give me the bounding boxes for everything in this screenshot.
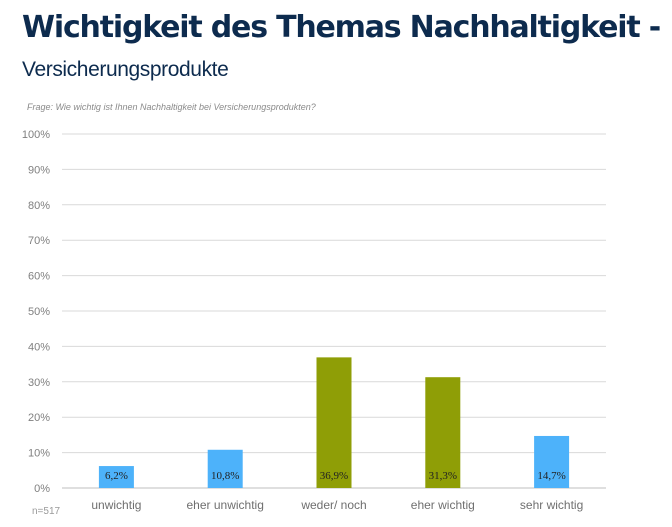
- y-tick-label: 80%: [28, 200, 50, 212]
- sample-size: n=517: [32, 506, 61, 517]
- y-tick-label: 50%: [28, 306, 50, 318]
- y-tick-label: 10%: [28, 448, 50, 460]
- y-tick-label: 60%: [28, 271, 50, 283]
- y-tick-label: 70%: [28, 235, 50, 247]
- bar: [425, 377, 461, 488]
- survey-question: Frage: Wie wichtig ist Ihnen Nachhaltigk…: [27, 102, 316, 112]
- bar: [207, 449, 243, 488]
- data-label: 14,7%: [537, 470, 565, 482]
- chart-subtitle: Versicherungsprodukte: [22, 58, 229, 81]
- bars: [98, 357, 570, 488]
- y-tick-label: 20%: [28, 412, 50, 424]
- data-label: 36,9%: [320, 470, 348, 482]
- bar: [534, 435, 570, 488]
- y-tick-label: 40%: [28, 341, 50, 353]
- category-label: weder/ noch: [300, 498, 366, 512]
- category-label: unwichtig: [91, 498, 141, 512]
- y-tick-label: 30%: [28, 377, 50, 389]
- data-label: 10,8%: [211, 470, 239, 482]
- data-label: 6,2%: [105, 470, 128, 482]
- category-labels: unwichtig eher unwichtig weder/ noch eher w…: [91, 498, 583, 512]
- chart-title: Wichtigkeit des Themas Nachhaltigkeit -: [22, 10, 661, 45]
- category-label: eher unwichtig: [187, 498, 264, 512]
- data-labels: 6,2% 10,8% 36,9% 31,3% 14,7%: [105, 470, 566, 482]
- y-tick-label: 90%: [28, 164, 50, 176]
- bar: [98, 466, 134, 488]
- y-tick-label: 0%: [34, 483, 50, 495]
- y-axis-ticks: 0% 10% 20% 30% 40% 50% 60% 70% 80% 90% 100%: [22, 129, 50, 495]
- category-label: sehr wichtig: [520, 498, 583, 512]
- category-label: eher wichtig: [411, 498, 475, 512]
- data-label: 31,3%: [429, 470, 457, 482]
- bar: [316, 357, 352, 488]
- y-tick-label: 100%: [22, 129, 50, 141]
